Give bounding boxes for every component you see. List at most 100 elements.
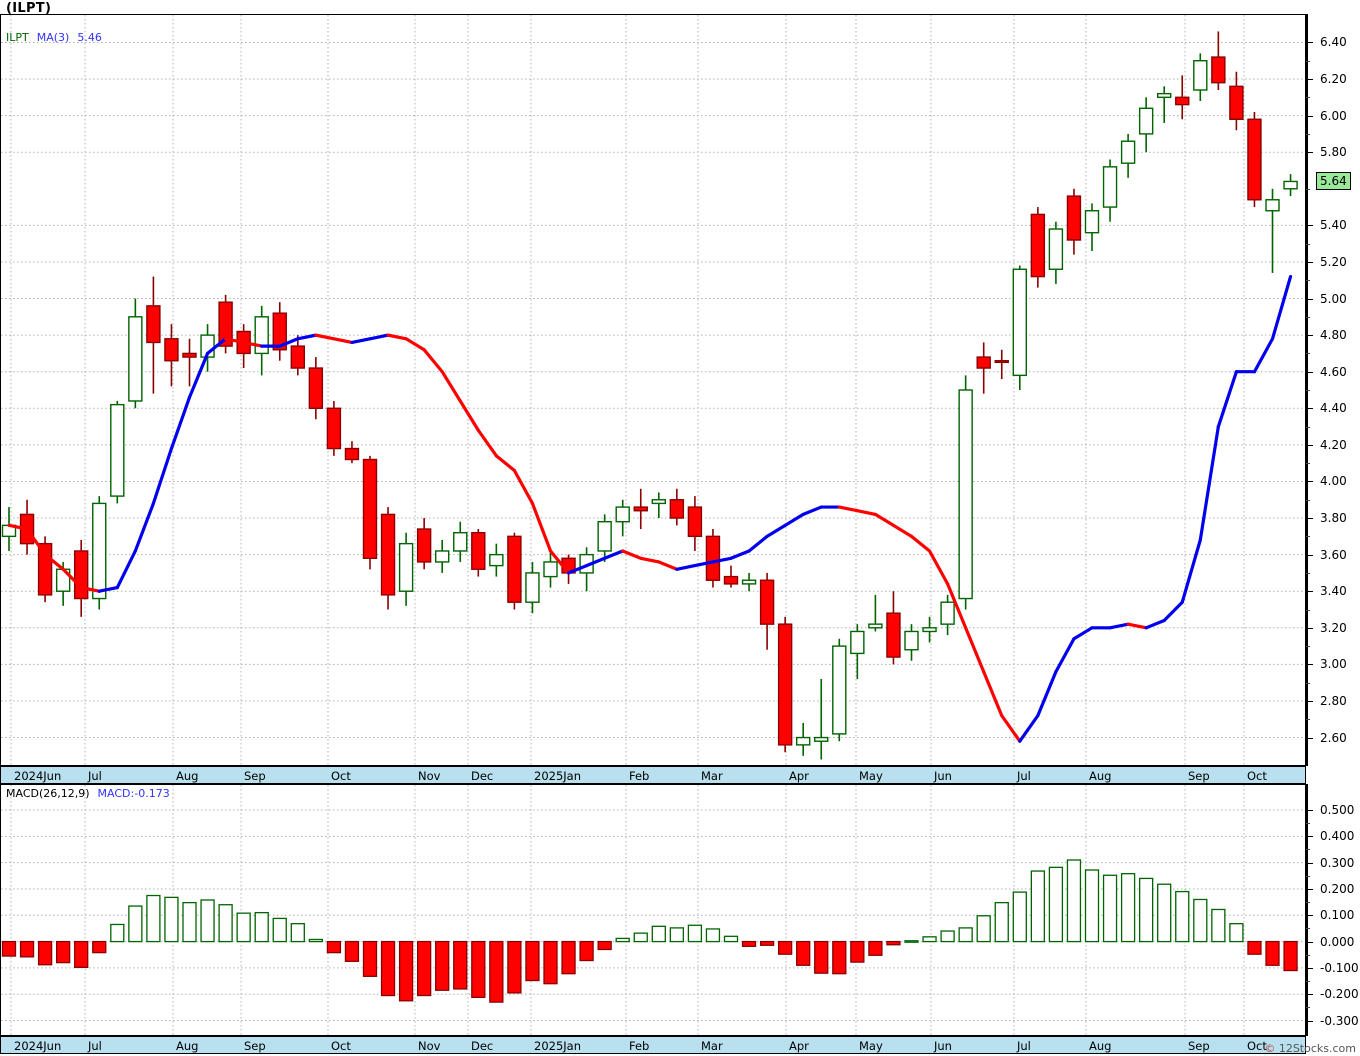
axis-tick <box>1306 888 1313 890</box>
axis-tick <box>1306 554 1313 556</box>
axis-minor-tick <box>1306 902 1310 904</box>
date-tick-label: Jun <box>934 1039 952 1053</box>
date-tick-label: 2024Jun <box>14 1039 62 1053</box>
current-price-badge: 5.64 <box>1316 172 1351 191</box>
axis-minor-tick <box>1306 353 1310 355</box>
axis-minor-tick <box>1306 572 1310 574</box>
axis-minor-tick <box>1306 849 1310 851</box>
axis-tick <box>1306 371 1313 373</box>
axis-tick <box>1306 591 1313 593</box>
axis-tick-label: 0.100 <box>1320 908 1355 923</box>
macd-chart-panel[interactable]: MACD(26,12,9) MACD:-0.173 <box>0 784 1306 1036</box>
axis-tick <box>1306 444 1313 446</box>
axis-tick <box>1306 941 1313 943</box>
axis-minor-tick <box>1306 243 1310 245</box>
date-tick-label: Aug <box>1089 1039 1112 1053</box>
date-tick-label: Mar <box>701 1039 723 1053</box>
date-tick-label: Jul <box>88 769 102 783</box>
date-tick-label: Sep <box>244 769 266 783</box>
axis-tick <box>1306 862 1313 864</box>
axis-tick <box>1306 408 1313 410</box>
date-tick-label: Oct <box>331 769 351 783</box>
date-tick-label: Feb <box>629 769 650 783</box>
axis-tick <box>1306 737 1313 739</box>
axis-minor-tick <box>1306 463 1310 465</box>
price-chart-panel[interactable]: ILPT MA(3) 5.46 <box>0 14 1306 766</box>
axis-tick-label: 5.80 <box>1320 145 1347 160</box>
axis-tick <box>1306 700 1313 702</box>
axis-tick-label: 5.00 <box>1320 291 1347 306</box>
date-tick-label: 2024Jun <box>14 769 62 783</box>
axis-tick-label: 3.80 <box>1320 511 1347 526</box>
date-tick-label: Oct <box>1247 1039 1267 1053</box>
axis-tick <box>1306 836 1313 838</box>
axis-tick-label: 4.60 <box>1320 364 1347 379</box>
date-tick-label: Jul <box>1017 1039 1031 1053</box>
axis-tick-label: -0.300 <box>1320 1013 1359 1028</box>
axis-tick <box>1306 115 1313 117</box>
date-tick-label: Oct <box>1247 769 1267 783</box>
axis-tick-label: 0.400 <box>1320 829 1355 844</box>
price-legend: ILPT MA(3) 5.46 <box>6 31 102 44</box>
axis-tick-label: 6.40 <box>1320 35 1347 50</box>
axis-tick <box>1306 261 1313 263</box>
axis-tick-label: 0.300 <box>1320 855 1355 870</box>
axis-tick-label: 4.80 <box>1320 328 1347 343</box>
date-tick-label: Nov <box>418 769 441 783</box>
axis-tick-label: 3.20 <box>1320 620 1347 635</box>
axis-tick-label: -0.100 <box>1320 960 1359 975</box>
legend-ma-value: 5.46 <box>77 31 102 44</box>
date-tick-label: Jul <box>1017 769 1031 783</box>
axis-tick-label: 2.80 <box>1320 693 1347 708</box>
date-tick-label: Jun <box>934 769 952 783</box>
date-tick-label: Apr <box>789 769 809 783</box>
axis-minor-tick <box>1306 499 1310 501</box>
axis-minor-tick <box>1306 133 1310 135</box>
axis-tick <box>1306 967 1313 969</box>
axis-minor-tick <box>1306 928 1310 930</box>
axis-tick-label: 3.60 <box>1320 547 1347 562</box>
axis-minor-tick <box>1306 188 1310 190</box>
page-title: (ILPT) <box>6 1 52 16</box>
legend-symbol: ILPT <box>6 31 29 44</box>
axis-minor-tick <box>1306 1007 1310 1009</box>
axis-minor-tick <box>1306 954 1310 956</box>
date-tick-label: May <box>859 769 883 783</box>
macd-indicator-name: MACD(26,12,9) <box>6 787 90 800</box>
axis-tick <box>1306 481 1313 483</box>
axis-tick-label: 3.40 <box>1320 584 1347 599</box>
date-axis-price: 2024Jun Jul Aug Sep Oct Nov Dec 2025Jan Feb Mar Ap… <box>0 766 1306 784</box>
axis-tick-label: 4.40 <box>1320 401 1347 416</box>
date-tick-label: Sep <box>1188 769 1210 783</box>
axis-tick-label: 3.00 <box>1320 657 1347 672</box>
date-tick-label: Dec <box>471 1039 494 1053</box>
date-tick-label: Dec <box>471 769 494 783</box>
axis-minor-tick <box>1306 682 1310 684</box>
date-tick-label: Apr <box>789 1039 809 1053</box>
axis-minor-tick <box>1306 981 1310 983</box>
axis-tick <box>1306 518 1313 520</box>
axis-tick <box>1306 1020 1313 1022</box>
macd-indicator-value: MACD:-0.173 <box>97 787 170 800</box>
axis-tick-label: 0.000 <box>1320 934 1355 949</box>
axis-tick-label: 5.40 <box>1320 218 1347 233</box>
axis-minor-tick <box>1306 823 1310 825</box>
date-tick-label: Nov <box>418 1039 441 1053</box>
date-tick-label: 2025Jan <box>534 1039 581 1053</box>
axis-minor-tick <box>1306 280 1310 282</box>
axis-tick <box>1306 810 1313 811</box>
axis-tick <box>1306 79 1313 81</box>
axis-tick <box>1306 335 1313 337</box>
date-axis-macd: 2024Jun Jul Aug Sep Oct Nov Dec 2025Jan Feb Mar Ap… <box>0 1036 1306 1054</box>
axis-tick <box>1306 152 1313 154</box>
axis-tick-label: 6.00 <box>1320 108 1347 123</box>
legend-ma-label: MA(3) <box>36 31 70 44</box>
price-plot-svg <box>1 15 1305 765</box>
copyright-text: 12Stocks.com <box>1278 1042 1356 1055</box>
axis-tick <box>1306 298 1313 300</box>
axis-tick-label: 2.60 <box>1320 730 1347 745</box>
axis-minor-tick <box>1306 426 1310 428</box>
axis-minor-tick <box>1306 719 1310 721</box>
axis-tick-label: 0.200 <box>1320 881 1355 896</box>
axis-tick-label: 4.00 <box>1320 474 1347 489</box>
